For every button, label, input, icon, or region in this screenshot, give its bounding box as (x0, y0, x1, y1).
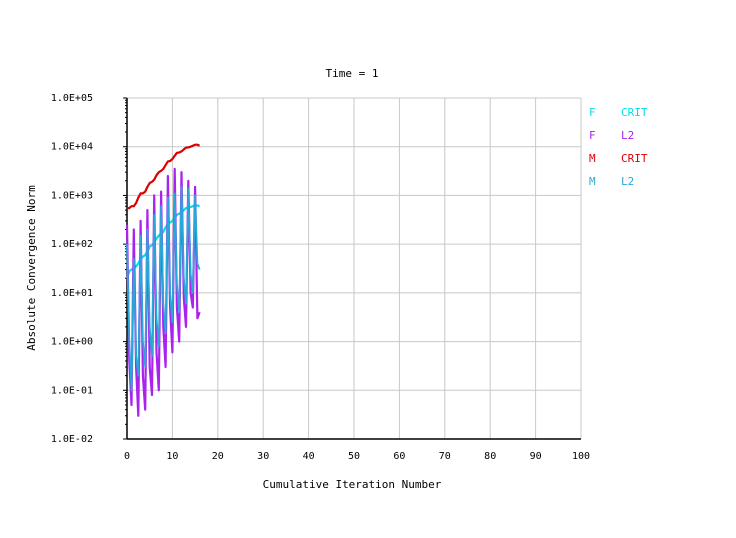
x-tick-label: 20 (212, 451, 224, 462)
y-tick-label: 1.0E+03 (51, 190, 93, 201)
series-line (127, 143, 201, 210)
y-axis-label: Absolute Convergence Norm (25, 185, 38, 351)
legend-key: M (589, 152, 596, 165)
x-tick-label: 70 (439, 451, 451, 462)
legend-label: L2 (621, 175, 634, 188)
x-tick-label: 100 (572, 451, 590, 462)
y-tick-label: 1.0E+04 (51, 142, 93, 153)
y-tick-label: 1.0E-02 (51, 434, 93, 445)
series-line (126, 185, 201, 392)
y-tick-label: 1.0E+00 (51, 337, 93, 348)
x-axis-label: Cumulative Iteration Number (263, 478, 442, 491)
legend-label: L2 (621, 129, 634, 142)
x-tick-label: 10 (166, 451, 178, 462)
x-tick-label: 40 (303, 451, 315, 462)
x-tick-label: 30 (257, 451, 269, 462)
legend-key: M (589, 175, 596, 188)
x-tick-labels: 0 10 20 30 40 50 60 70 80 90 100 (124, 451, 590, 462)
x-tick-label: 60 (393, 451, 405, 462)
y-tick-label: 1.0E+01 (51, 288, 93, 299)
y-tick-label: 1.0E+05 (51, 93, 93, 104)
x-tick-label: 50 (348, 451, 360, 462)
y-tick-label: 1.0E-01 (51, 385, 93, 396)
legend-label: CRIT (621, 106, 648, 119)
grid-lines (127, 97, 582, 439)
legend-key: F (589, 106, 596, 119)
chart-title: Time = 1 (326, 67, 379, 80)
y-tick-labels: 1.0E-02 1.0E-01 1.0E+00 1.0E+01 1.0E+02 1.0E+… (51, 93, 93, 445)
legend-key: F (589, 129, 596, 142)
x-tick-label: 90 (530, 451, 542, 462)
x-tick-label: 80 (484, 451, 496, 462)
data-series (125, 143, 201, 417)
x-tick-label: 0 (124, 451, 130, 462)
legend-label: CRIT (621, 152, 648, 165)
legend: F CRIT F L2 M CRIT M L2 (589, 106, 648, 188)
y-tick-label: 1.0E+02 (51, 239, 93, 250)
